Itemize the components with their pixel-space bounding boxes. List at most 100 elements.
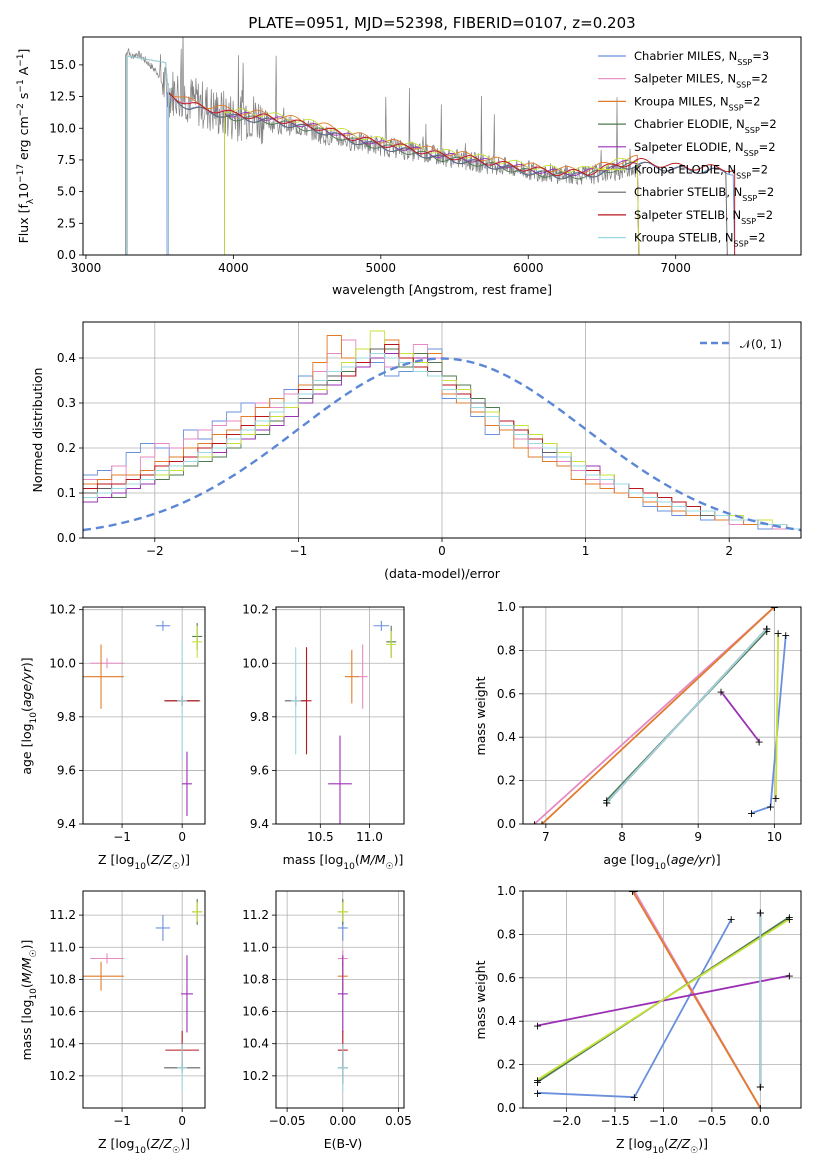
histogram-kroupa-stelib	[83, 353, 801, 530]
y-tick-label: 10.0	[242, 656, 269, 670]
model-spectrum-salpeter-stelib	[168, 90, 736, 255]
y-tick-label: 11.0	[242, 940, 269, 954]
axes-frame-mass_vs_age	[275, 606, 405, 825]
z-weight-x-axis-label: Z [log10(Z/Z☉)]	[616, 1136, 708, 1156]
weight-marker: +	[762, 625, 771, 638]
plot-layer: 3000 4000 5000 6000 70000.02.55.07.510.012.5…	[16, 36, 802, 1156]
weight-line-kroupa-miles	[631, 891, 762, 1108]
y-tick-label: 0.4	[497, 730, 516, 744]
y-tick-label: 9.6	[57, 763, 76, 777]
x-tick-label: 10.5	[307, 830, 334, 844]
weight-marker: +	[771, 792, 780, 805]
x-tick-label: 0.0	[751, 1114, 770, 1128]
y-tick-label: 0.2	[497, 774, 516, 788]
weight-marker: +	[628, 885, 637, 898]
legend-entry: Salpeter MILES, NSSP=2	[634, 72, 768, 90]
z-mass-y-axis-label: mass [log10(M/M☉)]	[19, 940, 39, 1061]
weight-marker: +	[756, 907, 765, 920]
weight-marker: +	[747, 807, 756, 820]
weight-marker: +	[785, 970, 794, 983]
plot-area-z_vs_mass	[83, 899, 203, 1092]
errorbar-kroupa-stelib	[290, 647, 301, 755]
model-spectrum-chabrier-elodie	[224, 112, 640, 255]
x-tick-label: 11.0	[356, 830, 383, 844]
legend-entry: Salpeter ELODIE, NSSP=2	[634, 140, 776, 158]
x-tick-label: 0.05	[385, 1114, 412, 1128]
y-tick-label: 1.0	[497, 600, 516, 614]
x-tick-label: 5000	[366, 261, 397, 275]
x-tick-label: 9	[694, 830, 702, 844]
plot-area-ebv_vs_mass	[337, 899, 348, 1092]
x-tick-label: −2.0	[552, 1114, 581, 1128]
model-spectrum-chabrier-stelib	[126, 55, 728, 255]
y-tick-label: 2.5	[57, 216, 76, 230]
weight-marker: +	[756, 1080, 765, 1093]
spectrum-x-axis-label: wavelength [Angstrom, rest frame]	[332, 282, 552, 297]
mass-age-x-axis-label: mass [log10(M/M☉)]	[283, 852, 404, 872]
weight-marker: +	[756, 1102, 765, 1115]
age-weight-y-axis-label: mass weight	[473, 676, 488, 755]
histogram-x-axis-label: (data-model)/error	[384, 566, 501, 581]
errorbar-kroupa-miles	[344, 649, 359, 704]
weight-marker: +	[756, 1080, 765, 1093]
x-tick-label: −1	[113, 830, 131, 844]
weight-marker: +	[770, 601, 779, 614]
weight-marker: +	[602, 796, 611, 809]
x-tick-label: 3000	[71, 261, 102, 275]
weight-marker: +	[762, 623, 771, 636]
x-tick-label: 2	[725, 544, 733, 558]
legend-entry: Salpeter STELIB, NSSP=2	[634, 208, 773, 226]
weight-line-kroupa-stelib	[606, 628, 768, 803]
y-tick-label: 10.6	[242, 1005, 269, 1019]
weight-marker: +	[533, 1020, 542, 1033]
weight-marker: +	[602, 794, 611, 807]
axes-frame-ebv_vs_mass	[275, 890, 405, 1109]
weight-line-kroupa-elodie	[775, 632, 780, 799]
model-spectrum-kroupa-miles	[168, 91, 640, 255]
axes-frame-spectrum	[82, 36, 802, 256]
y-tick-label: 10.2	[242, 1069, 269, 1083]
z-mass-x-axis-label: Z [log10(Z/Z☉)]	[98, 1136, 190, 1156]
normal-distribution-curve	[83, 357, 801, 532]
x-tick-label: 0	[178, 1114, 186, 1128]
errorbar-salpeter-elodie	[180, 955, 193, 1033]
y-tick-label: 0.6	[497, 971, 516, 985]
errorbar-salpeter-elodie	[337, 955, 348, 1033]
errorbar-kroupa-miles	[83, 961, 124, 991]
model-spectrum-kroupa-stelib	[126, 55, 169, 255]
weight-marker: +	[774, 627, 783, 640]
y-tick-label: 0.0	[57, 531, 76, 545]
x-tick-label: −1.0	[649, 1114, 678, 1128]
errorbar-kroupa-elodie	[192, 902, 203, 922]
y-tick-label: 10.0	[49, 121, 76, 135]
legend-entry: Kroupa STELIB, NSSP=2	[634, 231, 765, 249]
weight-marker: +	[533, 1076, 542, 1089]
y-tick-label: 0.6	[497, 687, 516, 701]
ebv-mass-x-axis-label: E(B-V)	[324, 1136, 363, 1151]
errorbar-kroupa-elodie	[192, 625, 203, 658]
errorbar-salpeter-elodie	[328, 735, 352, 824]
x-tick-label: 7000	[660, 261, 691, 275]
errorbar-kroupa-stelib	[177, 641, 188, 760]
weight-line-kroupa-miles	[541, 607, 775, 824]
y-tick-label: 0.4	[497, 1014, 516, 1028]
axes-frame-z_vs_mass	[82, 890, 206, 1109]
weight-marker: +	[602, 796, 611, 809]
weight-marker: +	[716, 686, 725, 699]
y-tick-label: 0.0	[497, 1101, 516, 1115]
y-tick-label: 1.0	[497, 884, 516, 898]
y-tick-label: 9.4	[250, 817, 269, 831]
spectrum-y-axis-label: Flux [fλ10−17 erg cm−2 s−1 A−1]	[16, 49, 36, 244]
errorbar-salpeter-stelib	[301, 647, 312, 755]
errorbar-chabrier-miles	[155, 915, 171, 941]
y-tick-label: 9.4	[57, 817, 76, 831]
y-tick-label: 11.0	[49, 940, 76, 954]
errorbar-kroupa-miles	[83, 644, 124, 709]
weight-marker: +	[781, 629, 790, 642]
x-tick-label: 10	[767, 830, 782, 844]
x-tick-label: 4000	[218, 261, 249, 275]
legend-entry: Kroupa ELODIE, NSSP=2	[634, 163, 768, 181]
plot-area-spectrum	[125, 37, 736, 255]
x-tick-label: −0.05	[269, 1114, 306, 1128]
y-tick-label: 0.8	[497, 643, 516, 657]
